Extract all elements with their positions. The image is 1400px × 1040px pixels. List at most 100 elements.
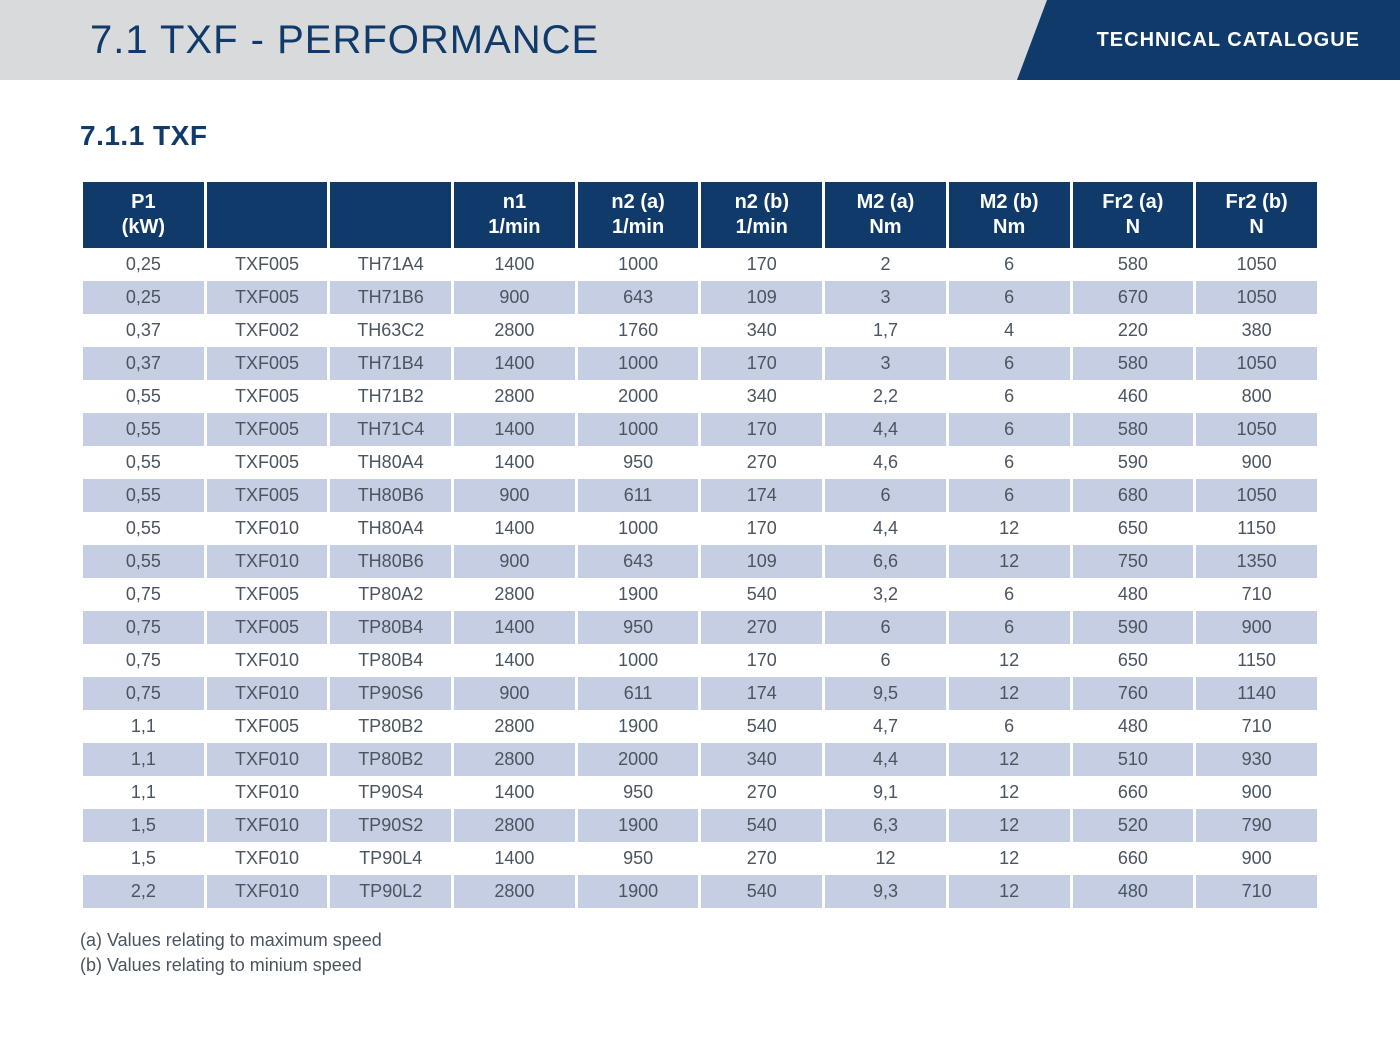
table-cell: TXF005 bbox=[207, 413, 328, 446]
table-row: 1,1TXF005TP80B2280019005404,76480710 bbox=[83, 710, 1317, 743]
table-cell: TXF010 bbox=[207, 512, 328, 545]
table-cell: 6 bbox=[949, 446, 1070, 479]
table-cell: TP90L4 bbox=[330, 842, 451, 875]
table-cell: 900 bbox=[1196, 842, 1317, 875]
table-cell: 6 bbox=[949, 413, 1070, 446]
table-cell: 1400 bbox=[454, 842, 575, 875]
table-cell: 650 bbox=[1073, 512, 1194, 545]
table-cell: TH71C4 bbox=[330, 413, 451, 446]
table-cell: TXF005 bbox=[207, 347, 328, 380]
table-cell: 900 bbox=[1196, 776, 1317, 809]
table-cell: 4 bbox=[949, 314, 1070, 347]
table-cell: 1400 bbox=[454, 347, 575, 380]
table-row: 0,75TXF005TP80A2280019005403,26480710 bbox=[83, 578, 1317, 611]
table-cell: 670 bbox=[1073, 281, 1194, 314]
table-cell: 900 bbox=[454, 677, 575, 710]
table-cell: TP80B4 bbox=[330, 644, 451, 677]
table-cell: 270 bbox=[701, 776, 822, 809]
table-row: 1,5TXF010TP90L414009502701212660900 bbox=[83, 842, 1317, 875]
table-body: 0,25TXF005TH71A4140010001702658010500,25… bbox=[83, 248, 1317, 908]
table-cell: 900 bbox=[1196, 611, 1317, 644]
table-cell: TP80B2 bbox=[330, 743, 451, 776]
table-cell: 510 bbox=[1073, 743, 1194, 776]
table-cell: 611 bbox=[578, 479, 699, 512]
table-row: 2,2TXF010TP90L2280019005409,312480710 bbox=[83, 875, 1317, 908]
table-cell: 109 bbox=[701, 281, 822, 314]
table-cell: 270 bbox=[701, 446, 822, 479]
table-cell: 4,4 bbox=[825, 512, 946, 545]
table-cell: 1400 bbox=[454, 611, 575, 644]
table-row: 0,55TXF005TH80A414009502704,66590900 bbox=[83, 446, 1317, 479]
footnote-a: (a) Values relating to maximum speed bbox=[80, 928, 1320, 953]
table-cell: 2000 bbox=[578, 380, 699, 413]
table-row: 0,55TXF010TH80B69006431096,6127501350 bbox=[83, 545, 1317, 578]
table-cell: TH80A4 bbox=[330, 446, 451, 479]
column-header: n2 (b)1/min bbox=[701, 182, 822, 248]
table-cell: 6,3 bbox=[825, 809, 946, 842]
table-cell: 12 bbox=[949, 545, 1070, 578]
table-cell: 2 bbox=[825, 248, 946, 281]
table-cell: 660 bbox=[1073, 842, 1194, 875]
table-cell: 3 bbox=[825, 281, 946, 314]
table-row: 0,55TXF005TH71C4140010001704,465801050 bbox=[83, 413, 1317, 446]
table-cell: 710 bbox=[1196, 875, 1317, 908]
table-cell: 6,6 bbox=[825, 545, 946, 578]
table-cell: 1760 bbox=[578, 314, 699, 347]
table-cell: 4,4 bbox=[825, 413, 946, 446]
table-cell: 6 bbox=[825, 644, 946, 677]
table-cell: 580 bbox=[1073, 413, 1194, 446]
table-cell: 12 bbox=[949, 776, 1070, 809]
column-header: P1(kW) bbox=[83, 182, 204, 248]
table-cell: 170 bbox=[701, 347, 822, 380]
table-cell: 2800 bbox=[454, 314, 575, 347]
table-cell: 1400 bbox=[454, 248, 575, 281]
table-cell: 12 bbox=[949, 875, 1070, 908]
table-cell: 950 bbox=[578, 776, 699, 809]
table-cell: 1050 bbox=[1196, 248, 1317, 281]
table-cell: TXF005 bbox=[207, 281, 328, 314]
table-cell: 0,75 bbox=[83, 677, 204, 710]
table-row: 0,55TXF005TH71B2280020003402,26460800 bbox=[83, 380, 1317, 413]
table-cell: 0,55 bbox=[83, 545, 204, 578]
column-header: n2 (a)1/min bbox=[578, 182, 699, 248]
table-cell: 0,25 bbox=[83, 248, 204, 281]
table-cell: 220 bbox=[1073, 314, 1194, 347]
table-cell: 1400 bbox=[454, 644, 575, 677]
table-cell: 109 bbox=[701, 545, 822, 578]
table-cell: 2800 bbox=[454, 875, 575, 908]
table-cell: 1150 bbox=[1196, 512, 1317, 545]
table-cell: 520 bbox=[1073, 809, 1194, 842]
table-cell: 2800 bbox=[454, 578, 575, 611]
table-cell: TXF005 bbox=[207, 446, 328, 479]
table-cell: 800 bbox=[1196, 380, 1317, 413]
table-cell: TXF010 bbox=[207, 875, 328, 908]
table-cell: TXF010 bbox=[207, 644, 328, 677]
table-cell: 590 bbox=[1073, 611, 1194, 644]
table-cell: 0,75 bbox=[83, 611, 204, 644]
table-cell: 680 bbox=[1073, 479, 1194, 512]
table-cell: 270 bbox=[701, 842, 822, 875]
table-cell: 12 bbox=[825, 842, 946, 875]
table-cell: TH71B6 bbox=[330, 281, 451, 314]
table-row: 0,25TXF005TH71B6900643109366701050 bbox=[83, 281, 1317, 314]
performance-table: P1(kW) n11/minn2 (a)1/minn2 (b)1/minM2 (… bbox=[80, 182, 1320, 908]
table-cell: 480 bbox=[1073, 710, 1194, 743]
table-cell: 460 bbox=[1073, 380, 1194, 413]
table-cell: 790 bbox=[1196, 809, 1317, 842]
table-cell: 930 bbox=[1196, 743, 1317, 776]
table-row: 0,75TXF010TP90S69006111749,5127601140 bbox=[83, 677, 1317, 710]
table-cell: 380 bbox=[1196, 314, 1317, 347]
table-cell: 1000 bbox=[578, 413, 699, 446]
column-header: n11/min bbox=[454, 182, 575, 248]
table-cell: 650 bbox=[1073, 644, 1194, 677]
table-cell: 0,55 bbox=[83, 380, 204, 413]
table-row: 0,55TXF010TH80A4140010001704,4126501150 bbox=[83, 512, 1317, 545]
table-cell: 540 bbox=[701, 578, 822, 611]
table-cell: 1050 bbox=[1196, 479, 1317, 512]
table-cell: 0,37 bbox=[83, 314, 204, 347]
table-cell: 0,55 bbox=[83, 479, 204, 512]
table-cell: 6 bbox=[949, 281, 1070, 314]
table-cell: 540 bbox=[701, 809, 822, 842]
table-cell: 1900 bbox=[578, 809, 699, 842]
content-area: 7.1.1 TXF P1(kW) n11/minn2 (a)1/minn2 (b… bbox=[0, 80, 1400, 978]
